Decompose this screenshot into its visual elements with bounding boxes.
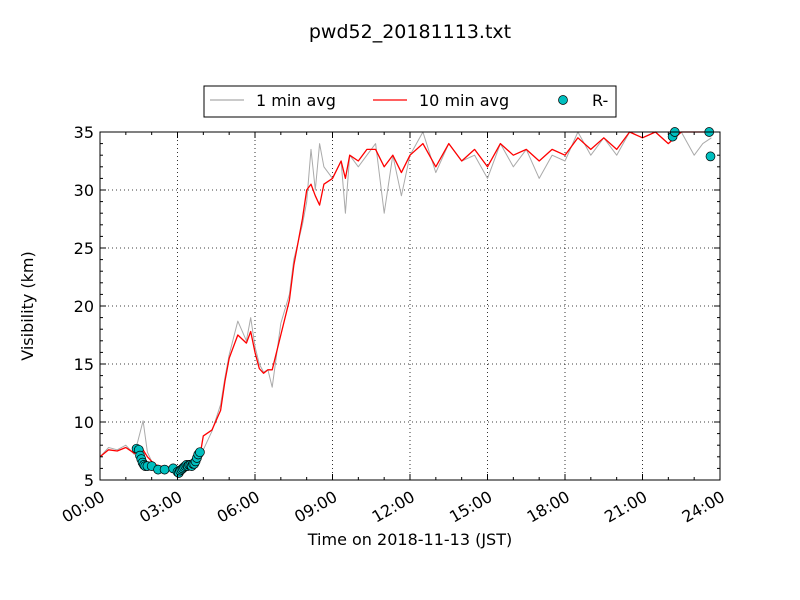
y-tick-label: 15 bbox=[74, 355, 94, 374]
series-line-10min bbox=[99, 131, 712, 473]
grid-lines bbox=[100, 132, 720, 480]
y-tick-label: 10 bbox=[74, 413, 94, 432]
chart-title: pwd52_20181113.txt bbox=[309, 21, 511, 43]
plot-area bbox=[99, 127, 716, 478]
legend-swatch-rain bbox=[558, 95, 568, 105]
legend-label-10min: 10 min avg bbox=[419, 91, 509, 110]
x-tick-label: 12:00 bbox=[369, 487, 418, 527]
legend-label-1min: 1 min avg bbox=[256, 91, 336, 110]
legend-box bbox=[203, 85, 617, 118]
y-tick-label: 25 bbox=[74, 239, 94, 258]
x-tick-label: 21:00 bbox=[601, 487, 650, 527]
y-tick-label: 35 bbox=[74, 123, 94, 142]
y-tick-labels: 5 10 15 20 25 30 35 bbox=[74, 123, 94, 490]
y-tick-label: 30 bbox=[74, 181, 94, 200]
x-tick-label: 18:00 bbox=[524, 487, 573, 527]
x-tick-label: 06:00 bbox=[214, 487, 263, 527]
rain-marker bbox=[705, 151, 716, 162]
x-tick-label: 24:00 bbox=[679, 487, 728, 527]
x-axis-label: Time on 2018-11-13 (JST) bbox=[307, 530, 512, 549]
x-tick-label: 09:00 bbox=[291, 487, 340, 527]
axis-ticks bbox=[99, 131, 721, 481]
y-tick-label: 20 bbox=[74, 297, 94, 316]
rain-marker bbox=[195, 447, 205, 458]
y-tick-label: 5 bbox=[84, 471, 94, 490]
x-tick-labels: 00:00 03:00 06:00 09:00 12:00 15:00 18:00 21:00… bbox=[59, 487, 728, 527]
x-tick-label: 00:00 bbox=[59, 487, 108, 527]
rain-marker bbox=[159, 464, 170, 475]
x-tick-label: 03:00 bbox=[136, 487, 185, 527]
x-tick-label: 15:00 bbox=[446, 487, 495, 527]
series-line-1min bbox=[99, 131, 712, 474]
legend-label-rain: R- bbox=[592, 91, 608, 110]
y-axis-label: Visibility (km) bbox=[18, 251, 37, 360]
legend: 1 min avg 10 min avg R- bbox=[203, 85, 617, 118]
